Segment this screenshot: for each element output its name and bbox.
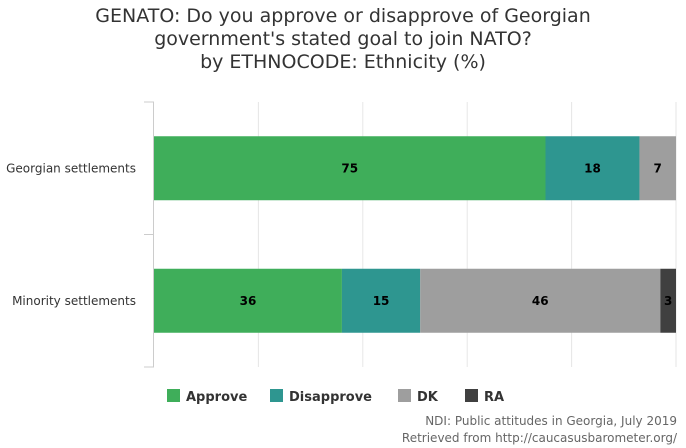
data-label: 75 xyxy=(341,161,358,175)
chart-title: GENATO: Do you approve or disapprove of … xyxy=(95,5,591,73)
bar-approve-1[interactable] xyxy=(154,136,546,201)
bar-dk-1[interactable] xyxy=(639,136,676,201)
data-label: 7 xyxy=(654,161,662,175)
legend-item-approve[interactable]: Approve xyxy=(167,389,247,405)
chart-title-line-1: GENATO: Do you approve or disapprove of … xyxy=(95,5,591,27)
legend-item-disapprove[interactable]: Disapprove xyxy=(270,389,372,405)
bar-disapprove-1[interactable] xyxy=(545,136,640,201)
chart-title-line-3: by ETHNOCODE: Ethnicity (%) xyxy=(200,51,486,73)
bar-disapprove-2[interactable] xyxy=(341,268,421,333)
category-label: Georgian settlements xyxy=(6,161,136,175)
credit-url: Retrieved from http://caucasusbarometer.… xyxy=(402,431,678,445)
bar-approve-2[interactable] xyxy=(154,268,342,333)
credits: NDI: Public attitudes in Georgia, July 2… xyxy=(402,414,678,445)
bars: 75 18 7 36 15 46 3 xyxy=(154,136,676,333)
legend-swatch xyxy=(270,389,283,402)
chart-title-line-2: government's stated goal to join NATO? xyxy=(154,28,532,50)
legend-label: Approve xyxy=(186,390,247,405)
data-label: 3 xyxy=(664,294,672,308)
category-label: Minority settlements xyxy=(12,294,136,308)
legend-label: DK xyxy=(417,390,439,405)
legend-item-ra[interactable]: RA xyxy=(465,389,504,405)
bar-ra-2[interactable] xyxy=(660,268,676,333)
credit-source: NDI: Public attitudes in Georgia, July 2… xyxy=(425,414,677,428)
data-label: 36 xyxy=(240,294,257,308)
legend-swatch xyxy=(465,389,478,402)
data-label: 18 xyxy=(584,161,601,175)
bar-dk-2[interactable] xyxy=(420,268,661,333)
data-label: 46 xyxy=(532,294,549,308)
legend-swatch xyxy=(398,389,411,402)
legend-swatch xyxy=(167,389,180,402)
legend-label: RA xyxy=(484,390,504,405)
category-axis: Georgian settlements Minority settlements xyxy=(6,101,154,368)
data-label: 15 xyxy=(373,294,390,308)
legend-item-dk[interactable]: DK xyxy=(398,389,439,405)
legend-label: Disapprove xyxy=(289,390,372,405)
legend: Approve Disapprove DK RA xyxy=(167,389,504,405)
